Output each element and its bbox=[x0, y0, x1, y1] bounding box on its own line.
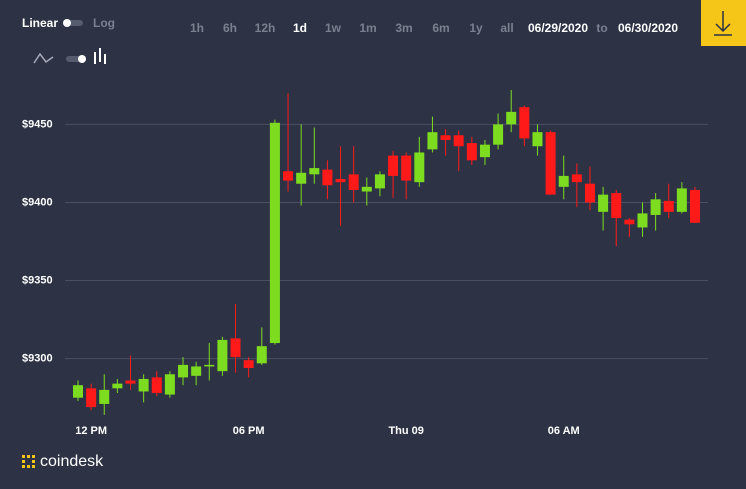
candle-body bbox=[545, 132, 556, 195]
timeframe[interactable]: 1y bbox=[469, 21, 483, 35]
date-sep: to bbox=[596, 21, 607, 35]
candle-body bbox=[532, 132, 543, 147]
candle-body bbox=[309, 168, 320, 175]
candle-body bbox=[466, 143, 477, 161]
toggle-knob bbox=[63, 19, 71, 27]
timeframe[interactable]: 1w bbox=[325, 21, 342, 35]
candle-body bbox=[99, 389, 110, 404]
candle-body bbox=[243, 360, 254, 369]
brand-logo bbox=[22, 455, 35, 468]
x-tick-label: Thu 09 bbox=[388, 425, 423, 437]
candle-body bbox=[348, 174, 359, 190]
candle-body bbox=[256, 346, 267, 364]
timeframe[interactable]: 1m bbox=[359, 21, 376, 35]
candle-body bbox=[401, 155, 412, 181]
candle-body bbox=[676, 188, 687, 212]
candle-body bbox=[650, 199, 661, 215]
date-to[interactable]: 06/30/2020 bbox=[618, 21, 678, 35]
candle-body bbox=[283, 171, 294, 181]
toggle-knob bbox=[78, 55, 86, 63]
candle-body bbox=[637, 213, 648, 228]
x-tick-label: 06 AM bbox=[548, 425, 580, 437]
candle-body bbox=[361, 186, 372, 192]
candle-icon[interactable] bbox=[94, 48, 106, 64]
timeframe[interactable]: all bbox=[500, 21, 513, 35]
line-icon[interactable] bbox=[33, 52, 54, 64]
candle-body bbox=[479, 144, 490, 158]
y-tick-label: $9450 bbox=[22, 118, 53, 130]
candle-body bbox=[86, 388, 97, 408]
timeframe[interactable]: 6h bbox=[223, 21, 237, 35]
candle-body bbox=[125, 380, 136, 384]
candle-body bbox=[217, 339, 228, 372]
candle-body bbox=[690, 189, 700, 223]
scale-linear[interactable]: Linear bbox=[22, 16, 58, 30]
timeframe[interactable]: 1h bbox=[190, 21, 204, 35]
candle-body bbox=[558, 175, 569, 187]
candle-body bbox=[178, 364, 189, 378]
candle-body bbox=[388, 155, 399, 176]
candle-body bbox=[571, 174, 582, 183]
timeframe[interactable]: 12h bbox=[255, 21, 276, 35]
candle-body bbox=[269, 122, 280, 344]
candle-body bbox=[427, 132, 438, 150]
candle-body bbox=[151, 377, 162, 394]
timeframe[interactable]: 6m bbox=[432, 21, 449, 35]
candle-body bbox=[322, 169, 333, 186]
candle-body bbox=[453, 135, 464, 147]
candle-body bbox=[138, 378, 149, 392]
candle-body bbox=[374, 174, 385, 189]
candle-body bbox=[598, 194, 609, 212]
date-from[interactable]: 06/29/2020 bbox=[528, 21, 588, 35]
candle-body bbox=[506, 111, 517, 125]
x-tick-label: 12 PM bbox=[75, 425, 107, 437]
candle-body bbox=[335, 179, 346, 183]
candle-body bbox=[191, 366, 202, 376]
brand-name: coindesk bbox=[40, 453, 104, 470]
candle-body bbox=[73, 385, 83, 398]
candle-body bbox=[440, 135, 451, 140]
download-icon bbox=[714, 11, 732, 36]
timeframe[interactable]: 3m bbox=[395, 21, 412, 35]
candle-body bbox=[414, 152, 425, 183]
candle-body bbox=[584, 183, 595, 203]
candle-body bbox=[624, 219, 635, 225]
y-tick-label: $9300 bbox=[22, 353, 53, 365]
candle-body bbox=[204, 364, 215, 367]
y-tick-label: $9400 bbox=[22, 196, 53, 208]
timeframe[interactable]: 1d bbox=[293, 21, 307, 35]
candle-body bbox=[493, 124, 504, 145]
candle-body bbox=[164, 374, 175, 395]
candle-body bbox=[230, 338, 241, 358]
candle-body bbox=[611, 193, 622, 219]
candle-body bbox=[663, 200, 674, 212]
candle-body bbox=[519, 107, 530, 139]
candle-body bbox=[296, 172, 307, 184]
candle-body bbox=[112, 383, 123, 389]
scale-log[interactable]: Log bbox=[93, 16, 115, 30]
y-tick-label: $9350 bbox=[22, 274, 53, 286]
x-tick-label: 06 PM bbox=[233, 425, 265, 437]
